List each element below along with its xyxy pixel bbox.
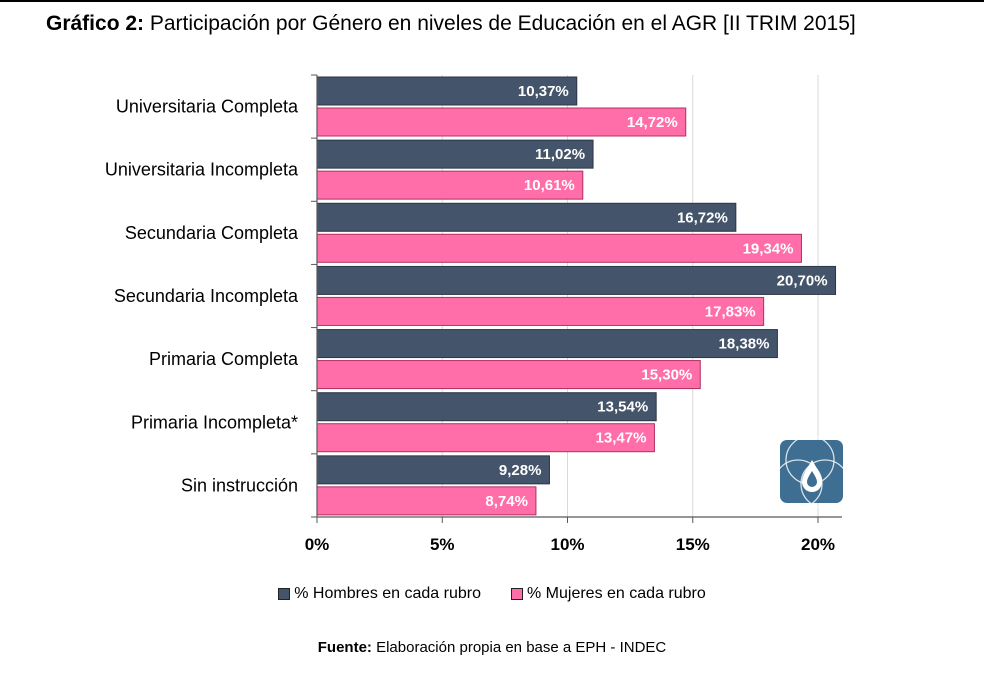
chart-title: Gráfico 2: Participación por Género en n… xyxy=(46,10,856,38)
bar xyxy=(316,296,765,326)
legend-label-hombres: % Hombres en cada rubro xyxy=(294,585,481,602)
bar xyxy=(316,265,837,295)
bar xyxy=(316,423,655,453)
x-tick-label: 0% xyxy=(305,535,330,554)
x-tick-label: 5% xyxy=(430,535,455,554)
source-note: Fuente: Elaboración propia en base a EPH… xyxy=(0,638,984,658)
bar xyxy=(316,329,778,359)
data-label: 9,28% xyxy=(499,462,542,479)
bar xyxy=(316,139,594,169)
category-label: Universitaria Incompleta xyxy=(105,160,299,180)
data-label: 10,61% xyxy=(524,177,575,194)
labels: 0% 5% 10% 15% 20% 10,37% 14,72% Universitaria C… xyxy=(105,83,835,554)
legend-swatch-mujeres xyxy=(511,588,523,600)
legend: % Hombres en cada rubro % Mujeres en cad… xyxy=(0,584,984,604)
data-label: 17,83% xyxy=(705,303,756,320)
x-tick-label: 10% xyxy=(550,535,584,554)
data-label: 14,72% xyxy=(627,114,678,131)
logo-ring xyxy=(800,459,850,509)
data-label: 20,70% xyxy=(777,272,828,289)
legend-item-mujeres: % Mujeres en cada rubro xyxy=(511,584,706,604)
bar xyxy=(316,392,657,422)
bar xyxy=(316,360,701,390)
logo-drop-inner xyxy=(807,471,817,487)
bar xyxy=(316,486,537,516)
legend-item-hombres: % Hombres en cada rubro xyxy=(278,584,481,604)
category-label: Universitaria Completa xyxy=(116,97,299,117)
axes xyxy=(311,74,842,523)
logo-ring xyxy=(773,459,823,509)
bar xyxy=(316,170,584,200)
category-label: Secundaria Incompleta xyxy=(114,286,299,306)
top-rule xyxy=(0,0,984,2)
data-label: 19,34% xyxy=(743,240,794,257)
x-tick-label: 15% xyxy=(676,535,710,554)
data-label: 8,74% xyxy=(485,493,528,510)
source-prefix: Fuente: xyxy=(317,639,372,656)
data-label: 11,02% xyxy=(535,146,585,163)
category-label: Sin instrucción xyxy=(181,475,298,495)
bar xyxy=(316,76,578,106)
bar xyxy=(316,202,737,232)
category-label: Primaria Completa xyxy=(149,349,299,369)
drop-in-circles-logo xyxy=(773,435,850,509)
data-label: 15,30% xyxy=(641,367,692,384)
data-label: 16,72% xyxy=(677,209,728,226)
bar xyxy=(316,107,687,137)
title-prefix: Gráfico 2: xyxy=(46,12,145,35)
data-label: 18,38% xyxy=(719,336,770,353)
data-label: 13,47% xyxy=(596,430,647,447)
category-label: Primaria Incompleta* xyxy=(131,412,298,432)
category-label: Secundaria Completa xyxy=(125,223,299,243)
data-label: 13,54% xyxy=(597,399,648,416)
title-text: Participación por Género en niveles de E… xyxy=(149,12,856,35)
bar xyxy=(316,233,802,263)
legend-label-mujeres: % Mujeres en cada rubro xyxy=(527,585,706,602)
legend-swatch-hombres xyxy=(278,588,291,600)
bars xyxy=(316,76,837,516)
source-text: Elaboración propia en base a EPH - INDEC xyxy=(376,639,667,656)
x-tick-label: 20% xyxy=(801,535,835,554)
data-label: 10,37% xyxy=(518,83,569,100)
bar xyxy=(316,455,550,485)
